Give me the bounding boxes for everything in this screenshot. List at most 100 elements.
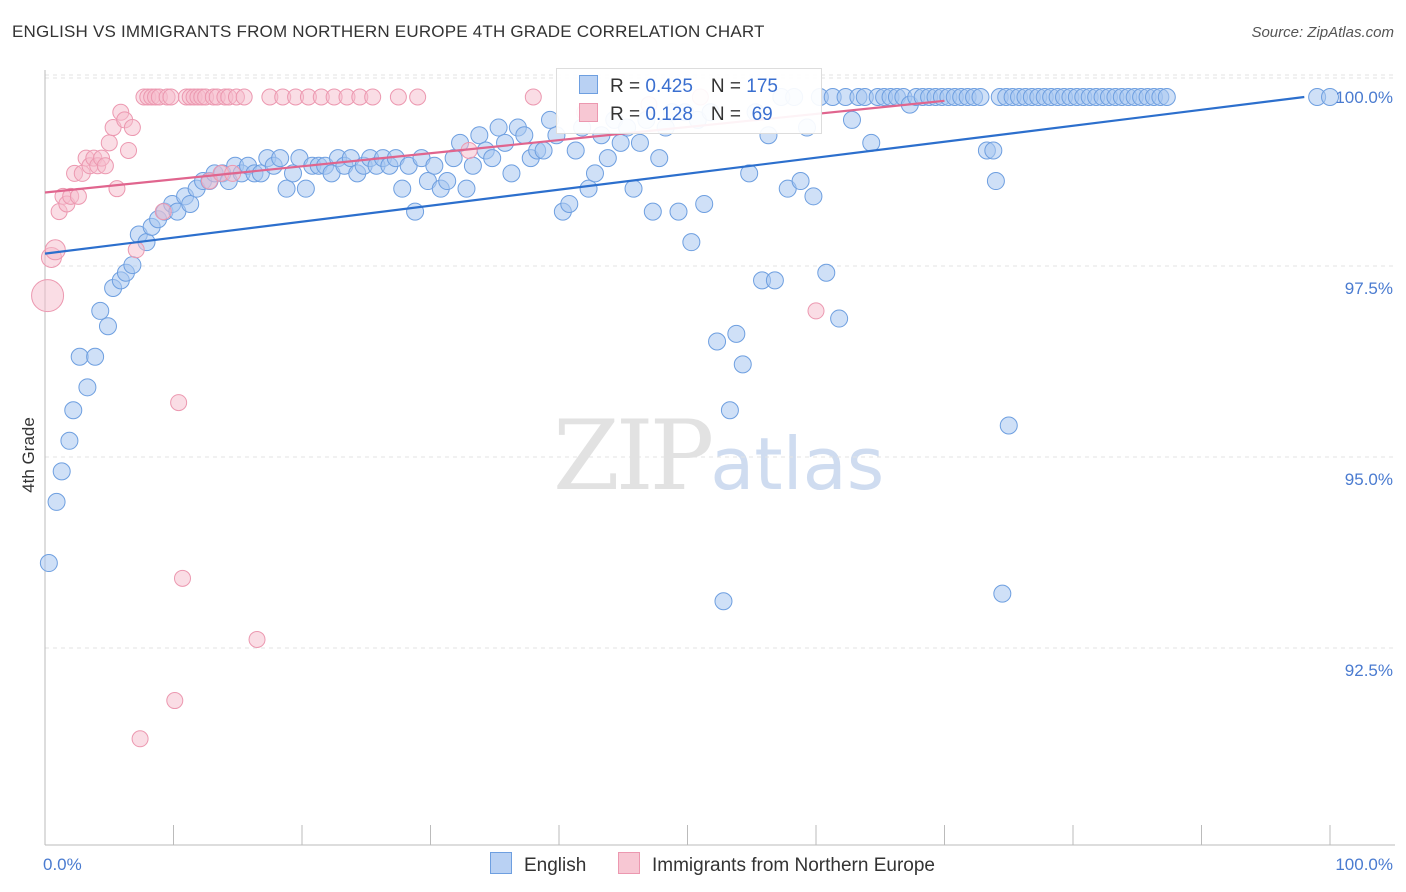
english-point (598, 149, 617, 168)
english-point (765, 271, 784, 290)
english-point (406, 202, 425, 221)
immigrants-point (120, 141, 138, 159)
y-tick-label: 95.0% (1345, 470, 1393, 489)
y-tick-label: 92.5% (1345, 661, 1393, 680)
english-point (296, 179, 315, 198)
immigrants-n-value: 69 (746, 104, 773, 125)
english-point (971, 88, 990, 106)
y-tick-label: 97.5% (1345, 279, 1393, 298)
english-point (463, 156, 482, 175)
source-label: Source: ZipAtlas.com (1251, 24, 1394, 41)
watermark-atlas: atlas (710, 422, 885, 506)
english-point (70, 347, 89, 366)
english-point (740, 164, 759, 183)
english-r-label: R = (610, 76, 646, 97)
immigrants-point (123, 119, 141, 137)
english-point (489, 118, 508, 137)
immigrants-r-value: 0.128 (645, 104, 693, 125)
english-point (579, 179, 598, 198)
english-point (727, 324, 746, 343)
english-trend-line (44, 95, 1305, 255)
english-point (585, 164, 604, 183)
watermark-zip: ZIP (553, 400, 714, 512)
english-point (842, 110, 861, 129)
immigrants-point (173, 569, 191, 587)
english-point (1321, 88, 1339, 106)
english-point (515, 126, 534, 145)
english-point (1157, 88, 1176, 106)
immigrants-point (162, 88, 180, 106)
english-swatch (579, 75, 598, 94)
immigrants-point (44, 239, 66, 261)
english-point (78, 378, 97, 397)
correlation-legend: R = 0.425 N = 175 R = 0.128 N = 69 (556, 68, 822, 134)
english-point (566, 141, 585, 160)
english-point (47, 492, 66, 511)
immigrants-legend-label: Immigrants from Northern Europe (652, 855, 935, 876)
english-point (457, 179, 476, 198)
english-point (483, 149, 502, 168)
english-point (39, 554, 58, 573)
immigrants-point (96, 157, 114, 175)
english-point (999, 416, 1018, 435)
chart-title: ENGLISH VS IMMIGRANTS FROM NORTHERN EURO… (12, 22, 765, 41)
immigrants-legend-swatch (618, 852, 640, 874)
immigrants-point (108, 180, 126, 198)
english-point (64, 401, 83, 420)
english-point (534, 141, 553, 160)
legend-item-english[interactable]: English (490, 852, 586, 877)
english-point (862, 133, 881, 152)
english-legend-label: English (524, 855, 587, 876)
english-point (993, 584, 1012, 603)
immigrants-point (127, 241, 145, 259)
immigrants-swatch (579, 103, 598, 122)
axis-labels: 92.5% 95.0% 97.5% 100.0% 0.0% 100.0% 4th Grade (19, 88, 1393, 874)
english-point (791, 172, 810, 191)
english-point (986, 172, 1005, 191)
english-point (284, 164, 303, 183)
english-point (86, 347, 105, 366)
english-point (91, 301, 110, 320)
english-point (682, 233, 701, 252)
legend-row-english: R = 0.425 N = 175 (579, 75, 778, 101)
english-point (984, 141, 1003, 160)
english-point (708, 332, 727, 351)
immigrants-point (409, 88, 427, 106)
english-point (733, 355, 752, 374)
immigrants-r-label: R = (610, 104, 646, 125)
english-point (98, 317, 117, 336)
x-tick-label-min: 0.0% (43, 855, 82, 874)
english-point (425, 156, 444, 175)
legend-row-immigrants: R = 0.128 N = 69 (579, 103, 773, 129)
immigrants-point (524, 88, 542, 106)
y-tick-label: 100.0% (1335, 88, 1393, 107)
english-point (438, 172, 457, 191)
english-point (611, 133, 630, 152)
english-n-value: 175 (746, 76, 778, 97)
immigrants-point (31, 279, 65, 313)
immigrants-point (166, 692, 184, 710)
english-point (470, 126, 489, 145)
english-point (52, 462, 71, 481)
immigrants-point (170, 394, 188, 412)
english-point (714, 592, 733, 611)
english-point (560, 194, 579, 213)
english-point (643, 202, 662, 221)
english-point (181, 194, 200, 213)
immigrants-point (807, 302, 825, 320)
immigrants-point (100, 134, 118, 152)
immigrants-point (248, 630, 266, 648)
english-point (444, 149, 463, 168)
series-legend: English Immigrants from Northern Europe (0, 852, 1406, 878)
english-point (60, 431, 79, 450)
immigrants-point (389, 88, 407, 106)
immigrants-point (154, 203, 172, 221)
legend-item-immigrants[interactable]: Immigrants from Northern Europe (618, 852, 935, 877)
english-point (650, 149, 669, 168)
immigrants-point (364, 88, 382, 106)
english-point (695, 194, 714, 213)
english-point (830, 309, 849, 328)
english-point (720, 401, 739, 420)
immigrants-n-label: N = (710, 104, 747, 125)
english-point (277, 179, 296, 198)
